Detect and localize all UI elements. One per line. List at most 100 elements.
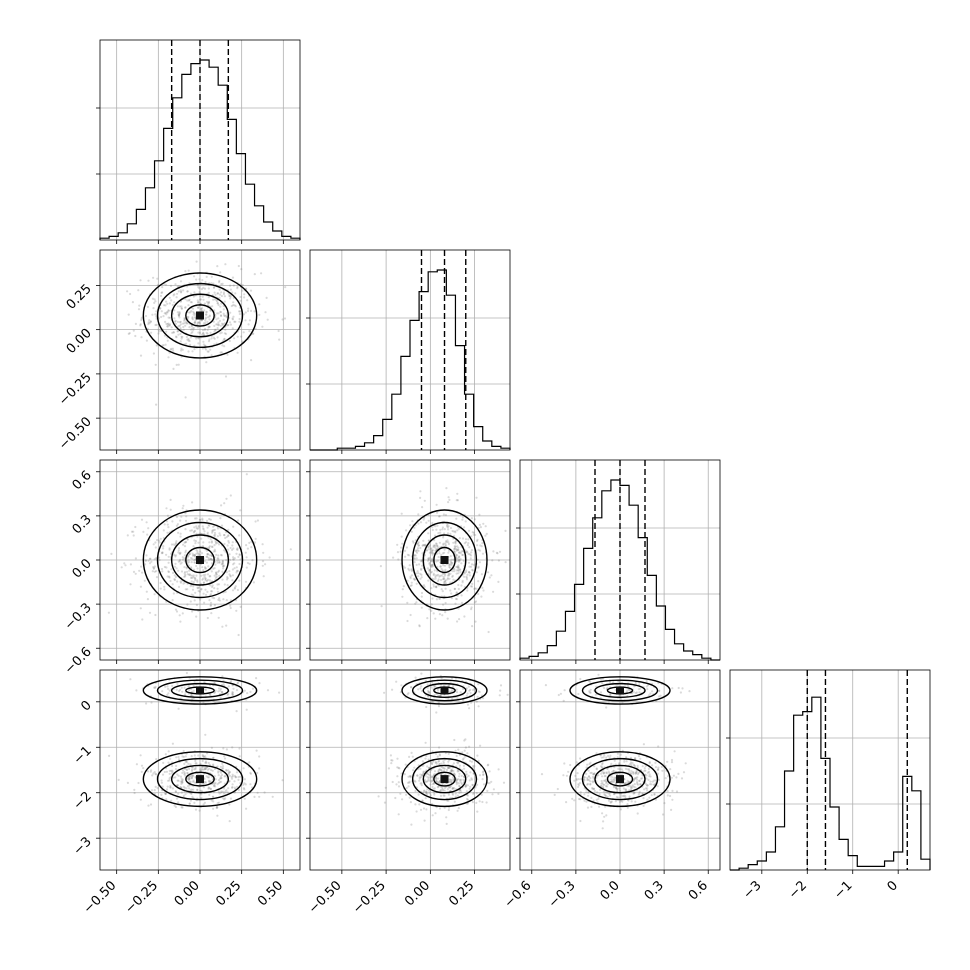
sample-point [232,558,235,561]
sample-point [245,807,248,810]
sample-point [178,312,181,315]
sample-point [249,772,252,775]
sample-point [229,546,232,550]
sample-point [435,780,438,784]
sample-point [614,800,617,803]
sample-point [457,761,460,764]
sample-point [409,584,412,588]
sample-point [190,694,193,697]
sample-point [220,504,223,507]
sample-point [438,807,442,810]
sample-point [446,524,449,527]
sample-point [192,326,195,330]
sample-point [567,770,570,773]
sample-point [234,305,237,308]
sample-point [429,571,432,574]
sample-point [138,304,141,307]
sample-point [476,783,479,786]
sample-point [444,773,447,776]
sample-point [430,549,434,552]
sample-point [249,309,253,312]
sample-point [234,292,237,295]
sample-point [186,603,189,606]
sample-point [141,618,144,621]
sample-point [436,786,439,789]
sample-point [441,528,444,531]
sample-point [596,791,599,794]
sample-point [230,777,234,780]
sample-point [424,544,427,547]
sample-point [149,557,152,560]
sample-point [459,789,462,792]
sample-point [207,553,210,556]
sample-point [178,689,181,693]
sample-point [592,772,595,776]
sample-point [176,784,180,787]
sample-point [209,780,212,783]
sample-point [619,753,622,756]
histogram-step-3 [730,696,931,871]
sample-point [228,553,231,556]
sample-point [599,678,603,682]
density-peak [196,775,204,784]
sample-point [423,778,426,781]
sample-point [196,587,200,590]
sample-point [161,785,164,788]
sample-point [120,566,123,569]
sample-point [438,759,441,763]
density-contour-0-0-3 [185,304,215,327]
sample-point [463,749,466,752]
sample-point [416,547,420,550]
sample-point [447,799,450,802]
sample-point [644,787,648,790]
sample-point [434,575,437,579]
sample-point [450,597,453,600]
sample-point [216,327,219,330]
sample-point [163,565,166,569]
sample-point [438,763,441,766]
sample-point [258,795,261,798]
sample-point [238,747,241,750]
sample-point [149,770,152,773]
sample-point [434,761,437,764]
sample-point [181,778,184,781]
sample-point [152,276,155,279]
sample-point [591,780,594,783]
sample-point [150,769,153,772]
sample-point [634,772,638,775]
sample-point [629,786,633,789]
sample-point [571,797,574,800]
sample-point [212,800,215,803]
sample-point [178,552,181,555]
sample-point [134,572,137,575]
sample-point [437,573,440,576]
sample-point [602,771,606,774]
sample-point [456,620,459,623]
sample-point [168,689,171,692]
sample-point [212,756,215,760]
sample-point [190,328,193,331]
sample-point [610,778,613,781]
sample-point [396,543,399,546]
sample-point [164,283,168,286]
sample-point [168,777,171,780]
sample-point [443,789,446,792]
sample-point [218,599,221,602]
sample-point [444,580,447,583]
sample-point [409,775,412,778]
sample-point [235,569,239,573]
sample-point [454,602,457,605]
sample-point [171,583,174,586]
sample-point [216,814,219,817]
sample-point [454,795,457,798]
sample-point [213,682,216,685]
sample-point [231,746,234,749]
sample-point [152,566,155,569]
sample-point [169,284,173,287]
sample-point [195,532,198,535]
sample-point [456,781,459,784]
sample-point [187,685,190,688]
sample-point [168,316,171,319]
sample-point [256,771,259,775]
sample-point [433,791,436,795]
